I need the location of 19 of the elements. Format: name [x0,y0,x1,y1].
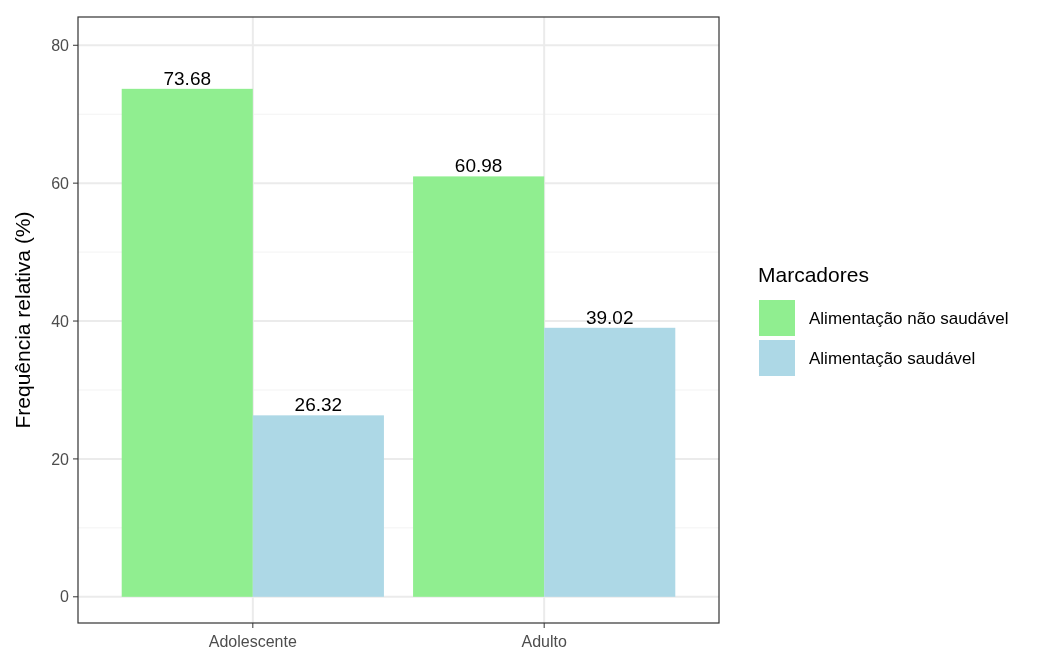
bar [413,176,545,597]
legend-label: Alimentação não saudável [809,308,1009,328]
y-tick-label: 20 [51,450,70,468]
bar [252,415,384,597]
bar [544,327,676,597]
bar [121,88,253,597]
data-label: 73.68 [163,67,212,89]
y-tick-label: 0 [60,588,70,606]
y-tick-label: 60 [51,174,70,192]
data-label: 60.98 [454,155,503,177]
y-tick-label: 80 [51,36,70,54]
legend-title: Marcadores [758,263,869,286]
data-label: 26.32 [294,394,343,416]
y-axis-title: Frequência relativa (%) [11,211,34,429]
x-tick-label: Adolescente [208,633,297,650]
data-label: 39.02 [585,306,634,328]
x-tick-label: Adulto [521,633,567,650]
y-tick-label: 40 [51,312,70,330]
legend-label: Alimentação saudável [809,348,976,368]
